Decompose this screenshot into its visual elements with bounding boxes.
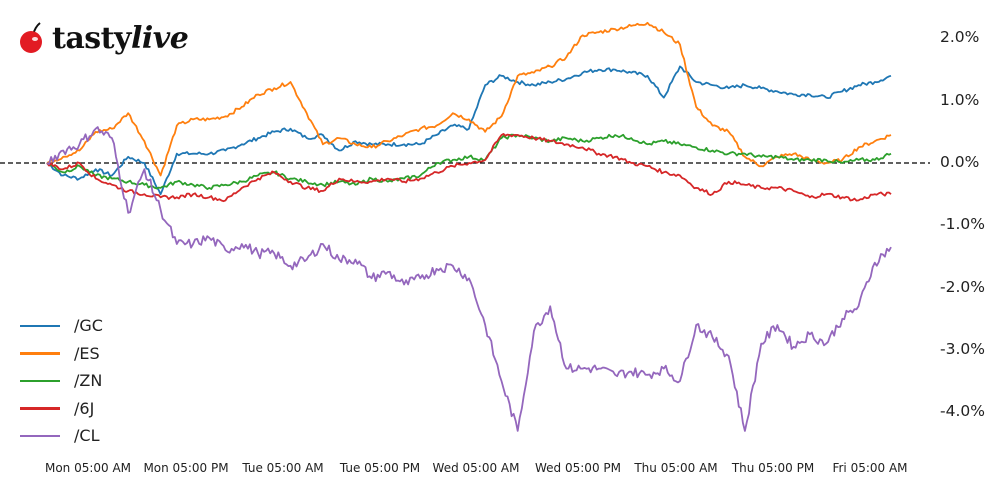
cherry-icon bbox=[20, 22, 42, 53]
legend-swatch-es bbox=[20, 352, 60, 355]
logo-text-main: tasty bbox=[52, 20, 131, 56]
x-tick-label: Mon 05:00 PM bbox=[143, 461, 229, 475]
legend-label: /ES bbox=[74, 343, 100, 363]
y-tick-label: 0.0% bbox=[940, 153, 980, 171]
legend-label: /CL bbox=[74, 426, 100, 446]
y-tick-label: -2.0% bbox=[940, 277, 985, 296]
series-line-6j bbox=[46, 132, 892, 203]
y-tick-label: 1.0% bbox=[940, 90, 980, 109]
legend-swatch-gc bbox=[20, 324, 60, 327]
x-tick-label: Thu 05:00 AM bbox=[634, 461, 718, 475]
legend-swatch-cl bbox=[20, 434, 60, 437]
legend-item-cl: /CL bbox=[20, 422, 103, 450]
series-line-zn bbox=[46, 133, 892, 191]
logo-text-accent: live bbox=[130, 20, 189, 56]
legend-item-gc: /GC bbox=[20, 312, 103, 340]
legend-label: /GC bbox=[74, 316, 103, 336]
y-tick-label: -3.0% bbox=[940, 339, 985, 358]
series-layer bbox=[46, 21, 892, 432]
x-tick-label: Mon 05:00 AM bbox=[44, 461, 132, 475]
x-tick-label: Fri 05:00 AM bbox=[832, 461, 908, 475]
series-line-gc bbox=[46, 65, 892, 196]
legend-swatch-zn bbox=[20, 379, 60, 382]
y-tick-label: 2.0% bbox=[940, 28, 980, 47]
tastylive-logo: tastylive bbox=[18, 16, 189, 60]
x-tick-label: Wed 05:00 AM bbox=[432, 461, 520, 475]
legend-item-es: /ES bbox=[20, 340, 103, 368]
legend-item-zn: /ZN bbox=[20, 367, 103, 395]
x-tick-label: Tue 05:00 PM bbox=[339, 461, 421, 475]
x-tick-label: Wed 05:00 PM bbox=[535, 461, 621, 475]
logo-wordmark: tastylive bbox=[52, 20, 189, 56]
y-tick-label: -1.0% bbox=[940, 215, 985, 234]
series-line-cl bbox=[46, 126, 892, 432]
legend-swatch-6j bbox=[20, 407, 60, 410]
y-tick-label: -4.0% bbox=[940, 402, 985, 421]
legend-item-6j: /6J bbox=[20, 395, 103, 423]
legend-label: /6J bbox=[74, 398, 95, 418]
chart-legend: /GC /ES /ZN /6J /CL bbox=[20, 312, 103, 450]
series-line-es bbox=[46, 21, 892, 177]
x-tick-label: Tue 05:00 AM bbox=[242, 461, 324, 475]
x-tick-label: Thu 05:00 PM bbox=[731, 461, 815, 475]
legend-label: /ZN bbox=[74, 371, 103, 391]
